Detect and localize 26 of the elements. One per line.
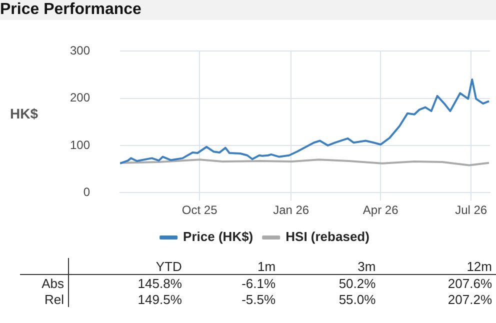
text: YTD — [68, 258, 186, 274]
text: Rel — [20, 291, 68, 307]
chart-title: Price Performance — [0, 0, 496, 20]
text: Abs — [20, 274, 68, 291]
text: 50.2% — [338, 274, 377, 291]
text: 3m — [280, 258, 380, 274]
x-tick-label: Jul 26 — [455, 203, 488, 218]
x-tick-label: Jan 26 — [273, 203, 310, 218]
y-tick-label: 300 — [70, 44, 90, 58]
text: -6.1% — [240, 274, 277, 291]
text: 1m — [186, 258, 280, 274]
y-axis-title: HK$ — [10, 106, 38, 122]
text: -5.5% — [240, 291, 277, 307]
text: 55.0% — [338, 291, 377, 307]
text: 145.8% — [136, 274, 183, 291]
y-tick-label: 100 — [70, 138, 90, 152]
text: 207.6% — [446, 274, 493, 291]
legend-label: HSI (rebased) — [286, 229, 370, 244]
x-tick-label: Apr 26 — [362, 203, 399, 218]
text: 149.5% — [136, 291, 183, 307]
legend-label: Price (HK$) — [183, 229, 254, 244]
text: 207.2% — [446, 291, 493, 307]
x-tick-label: Oct 25 — [182, 203, 218, 218]
y-tick-label: 0 — [83, 184, 90, 199]
y-tick-label: 200 — [70, 90, 90, 105]
text: 12m — [380, 258, 496, 274]
